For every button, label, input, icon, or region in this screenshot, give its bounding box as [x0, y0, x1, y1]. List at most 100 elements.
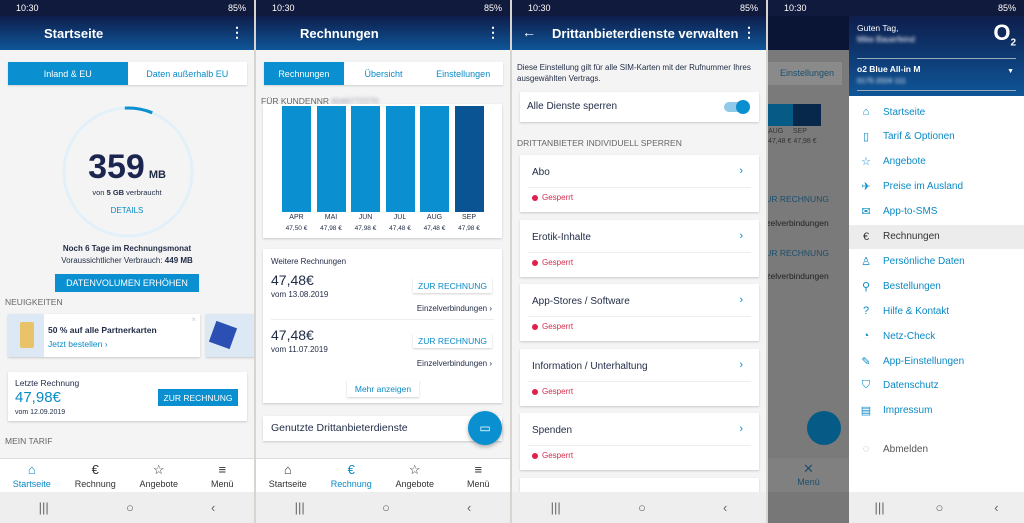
service-card[interactable]: Information / Unterhaltung › Gesperrt [520, 348, 759, 406]
service-name: App-Stores / Software [532, 296, 630, 307]
itemized-link[interactable]: Einzelverbindungen › [416, 359, 492, 368]
contract-name[interactable]: o2 Blue All-in M [857, 64, 921, 74]
menu-item-app-to-sms[interactable]: ✉ App-to-SMS [849, 200, 1024, 224]
menu-item-preise-im-ausland[interactable]: ✈ Preise im Ausland [849, 175, 1024, 199]
to-bill-button[interactable]: ZUR RECHNUNG [158, 389, 238, 406]
bar-jul[interactable] [385, 106, 415, 212]
battery: 85% [483, 3, 502, 13]
tab-inland-eu[interactable]: Inland & EU [8, 62, 128, 85]
menu-item-datenschutz[interactable]: ⛉ Datenschutz [849, 374, 1024, 398]
menu-icon: ✎ [861, 355, 871, 368]
nav-menu[interactable]: ≡ Menü [191, 459, 255, 492]
chevron-right-icon: › [739, 229, 743, 242]
block-all-toggle[interactable] [724, 100, 750, 114]
star-icon: ☆ [408, 462, 421, 477]
recents-icon[interactable]: ||| [294, 500, 305, 515]
more-icon[interactable]: ⋮ [742, 24, 756, 40]
bar-apr[interactable] [282, 106, 311, 212]
nav-startseite[interactable]: ⌂ Startseite [0, 459, 64, 492]
menu-item-impressum[interactable]: ▤ Impressum [849, 399, 1024, 423]
bar-jun[interactable] [351, 106, 380, 212]
recents-icon[interactable]: ||| [550, 500, 561, 515]
to-bill-button[interactable]: ZUR RECHNUNG [413, 333, 492, 348]
dimmed-tab: Einstellungen [768, 62, 842, 85]
menu-icon: ☆ [861, 156, 871, 169]
menu-icon: ? [862, 305, 870, 318]
close-icon[interactable]: × [191, 315, 196, 324]
details-link[interactable]: DETAILS [110, 206, 144, 215]
menu-item-angebote[interactable]: ☆ Angebote [849, 150, 1024, 174]
tab-einstellungen[interactable]: Einstellungen [436, 68, 491, 79]
nav-menu[interactable]: ≡ Menü [447, 459, 511, 492]
promo-card-2[interactable] [206, 314, 254, 357]
system-nav: ||| ○ ‹ [849, 492, 1024, 523]
menu-item-app-einstellungen[interactable]: ✎ App-Einstellungen [849, 349, 1024, 373]
menu-item-persönliche-daten[interactable]: ♙ Persönliche Daten [849, 249, 1024, 273]
back-icon[interactable]: ‹ [994, 500, 999, 515]
more-icon[interactable]: ⋮ [230, 24, 244, 40]
service-card[interactable]: App-Stores / Software › Gesperrt [520, 284, 759, 341]
nav-close[interactable]: ✕ Menü [768, 458, 849, 492]
tab-outside-eu[interactable]: Daten außerhalb EU [146, 68, 229, 79]
usage-quota: von 5 GB verbraucht [92, 188, 162, 197]
bar-sep[interactable] [454, 106, 484, 212]
menu-item-tarif-optionen[interactable]: ▯ Tarif & Optionen [849, 125, 1024, 149]
menu-logout[interactable]: ◌ Abmelden [849, 437, 1024, 461]
last-bill-date: vom 12.09.2019 [15, 409, 66, 416]
nav-angebote[interactable]: ☆ Angebote [383, 459, 447, 492]
service-card[interactable]: Abo › Gesperrt [520, 155, 759, 212]
dimmed-labels: AUG SEP 47,48 € 47,98 € [768, 128, 817, 145]
tab-uebersicht[interactable]: Übersicht [364, 68, 403, 79]
clock: 10:30 [16, 3, 39, 13]
last-bill-amount: 47,98€ [15, 389, 61, 406]
home-button-icon[interactable]: ○ [935, 500, 944, 515]
nav-rechnung[interactable]: € Rechnung [320, 459, 384, 492]
menu-item-startseite[interactable]: ⌂ Startseite [849, 100, 1024, 124]
menu-item-netz-check[interactable]: ◔ Netz-Check [849, 324, 1024, 348]
bar-label: APR [289, 214, 304, 221]
home-button-icon[interactable]: ○ [637, 500, 646, 515]
clock: 10:30 [528, 3, 551, 13]
back-icon[interactable]: ‹ [467, 500, 472, 515]
nav-angebote[interactable]: ☆ Angebote [127, 459, 191, 492]
bar-aug[interactable] [420, 106, 449, 212]
dimmed-system-nav [768, 492, 849, 523]
service-card[interactable]: Spenden › Gesperrt [520, 413, 759, 470]
recents-icon[interactable]: ||| [38, 500, 49, 515]
home-button-icon[interactable]: ○ [125, 500, 134, 515]
home-icon: ⌂ [283, 462, 292, 477]
nav-startseite[interactable]: ⌂ Startseite [256, 459, 320, 492]
nav-rechnung[interactable]: € Rechnung [64, 459, 128, 492]
service-name: Spenden [532, 425, 573, 436]
back-arrow-icon[interactable]: ← [522, 24, 536, 40]
promo-card[interactable]: 50 % auf alle Partnerkarten Jetzt bestel… [8, 314, 200, 357]
bar-label: MAI [324, 214, 338, 221]
status-dot-icon [532, 453, 538, 459]
news-label: NEUIGKEITEN [5, 297, 63, 307]
to-bill-button[interactable]: ZUR RECHNUNG [413, 278, 492, 293]
usage-ring [62, 106, 194, 238]
menu-item-hilfe-kontakt[interactable]: ? Hilfe & Kontakt [849, 299, 1024, 323]
home-button-icon[interactable]: ○ [381, 500, 390, 515]
increase-data-button[interactable]: DATENVOLUMEN ERHÖHEN [55, 274, 199, 292]
tab-rechnungen[interactable]: Rechnungen [264, 62, 344, 85]
promo-link[interactable]: Jetzt bestellen › [48, 339, 108, 349]
bar-mai[interactable] [316, 106, 346, 212]
chevron-right-icon: › [739, 358, 743, 371]
chat-fab-icon[interactable]: ▭ [468, 411, 502, 445]
show-more-button[interactable]: Mehr anzeigen [347, 380, 419, 397]
third-party-card[interactable]: Genutzte Drittanbieterdienste [263, 416, 502, 441]
more-icon[interactable]: ⋮ [486, 24, 500, 40]
dropdown-icon[interactable]: ▼ [1007, 68, 1014, 75]
menu-item-bestellungen[interactable]: ⚲ Bestellungen [849, 274, 1024, 298]
recents-icon[interactable]: ||| [874, 500, 885, 515]
menu-icon: ▯ [862, 131, 870, 144]
more-bills-card: Weitere Rechnungen 47,48€ vom 13.08.2019… [263, 249, 502, 403]
itemized-link[interactable]: Einzelverbindungen › [416, 304, 492, 313]
section-label: DRITTANBIETER INDIVIDUELL SPERREN [517, 138, 682, 148]
service-card[interactable]: Erotik-Inhalte › Gesperrt [520, 219, 759, 277]
menu-item-rechnungen[interactable]: € Rechnungen [849, 224, 1024, 249]
status-badge: Gesperrt [542, 451, 574, 460]
back-icon[interactable]: ‹ [211, 500, 216, 515]
back-icon[interactable]: ‹ [723, 500, 728, 515]
